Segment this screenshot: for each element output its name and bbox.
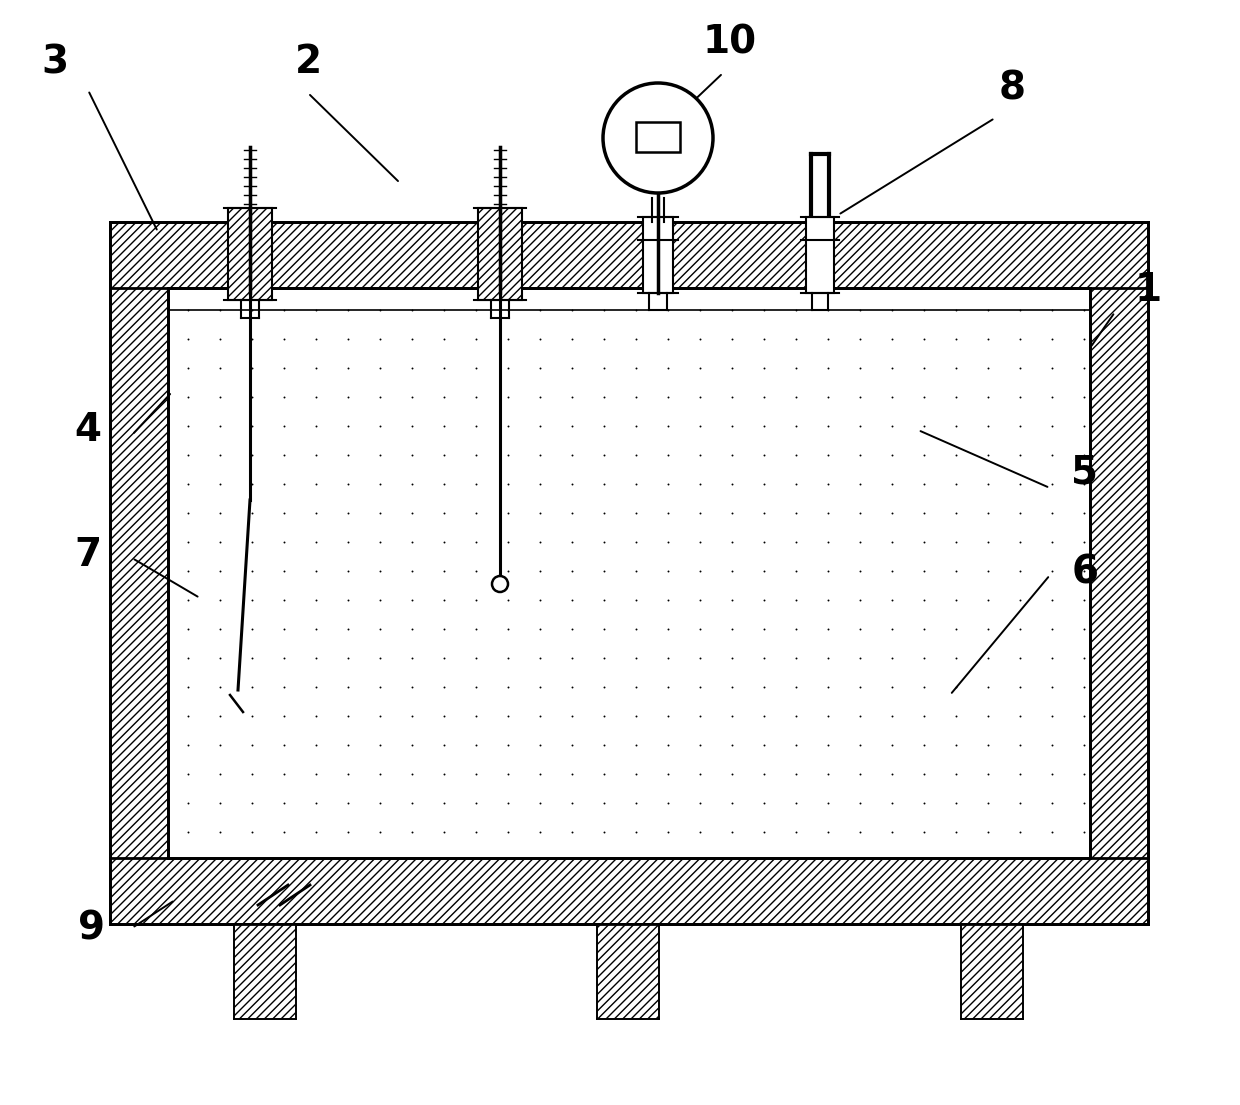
Circle shape <box>603 83 713 193</box>
Text: 2: 2 <box>294 43 321 81</box>
Bar <box>596 924 658 1019</box>
Bar <box>110 857 1148 924</box>
Bar <box>110 222 167 924</box>
Text: 3: 3 <box>41 43 68 81</box>
Text: 10: 10 <box>703 24 758 62</box>
Bar <box>961 924 1023 1019</box>
Text: 7: 7 <box>74 536 102 573</box>
Bar <box>477 208 522 299</box>
Text: 5: 5 <box>1071 453 1099 491</box>
Bar <box>110 222 1148 288</box>
Bar <box>228 208 272 299</box>
Bar <box>234 924 296 1019</box>
Bar <box>167 288 1090 857</box>
Bar <box>806 217 835 293</box>
Bar <box>644 217 673 293</box>
Text: 6: 6 <box>1071 552 1099 591</box>
Text: 9: 9 <box>78 909 105 947</box>
Circle shape <box>492 576 508 592</box>
Bar <box>1090 222 1148 924</box>
Text: 4: 4 <box>74 411 102 449</box>
Bar <box>636 122 680 152</box>
Text: 1: 1 <box>1135 271 1162 309</box>
Text: 8: 8 <box>998 69 1025 107</box>
